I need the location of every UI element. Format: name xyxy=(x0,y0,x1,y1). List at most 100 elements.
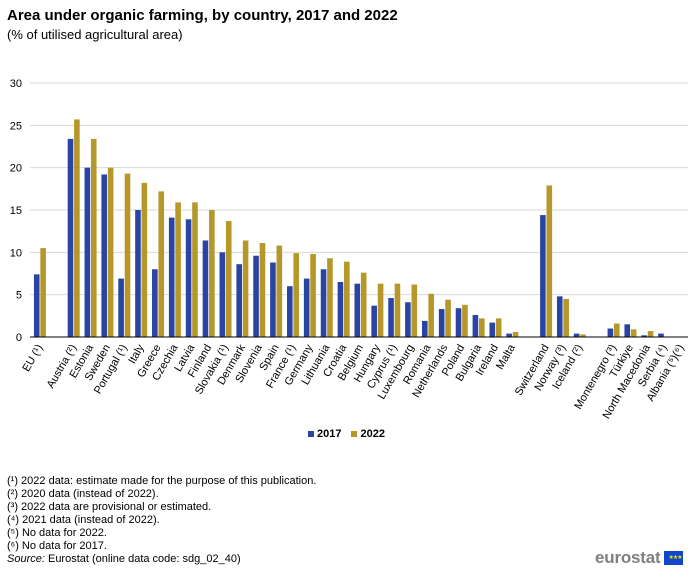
legend-label-2022: 2022 xyxy=(360,428,385,440)
bar-2022 xyxy=(546,185,553,337)
bar-2022 xyxy=(327,258,333,337)
bar-2022 xyxy=(344,261,350,337)
y-tick-label: 15 xyxy=(10,205,22,217)
bar-2017 xyxy=(607,328,614,337)
bar-2017 xyxy=(67,138,74,337)
bar-2017 xyxy=(556,296,563,337)
bar-2017 xyxy=(371,305,377,337)
source-note: Source: Eurostat (online data code: sdg_… xyxy=(7,553,316,566)
bar-2022 xyxy=(479,318,485,337)
bar-2017 xyxy=(438,309,445,337)
bar-2017 xyxy=(320,269,327,337)
bar-2017 xyxy=(185,219,192,337)
bar-2017 xyxy=(33,274,40,337)
y-tick-label: 10 xyxy=(10,247,22,259)
bar-2022 xyxy=(225,221,232,337)
bar-2022 xyxy=(293,253,300,337)
bar-2017 xyxy=(337,281,344,337)
bar-2017 xyxy=(202,240,209,337)
bar-2022 xyxy=(124,173,131,337)
chart-legend: 2017 2022 xyxy=(308,428,385,440)
bar-2017 xyxy=(287,286,293,337)
source-text: Eurostat (online data code: sdg_02_40) xyxy=(44,553,241,565)
footnotes: (¹) 2022 data: estimate made for the pur… xyxy=(7,475,316,566)
footnote: (⁵) No data for 2022. xyxy=(7,527,107,539)
bar-2022 xyxy=(209,210,215,337)
legend-swatch-2017 xyxy=(308,431,314,437)
flag-stars: ★★★ xyxy=(668,555,682,561)
bar-2022 xyxy=(512,331,519,337)
bar-2017 xyxy=(540,215,546,337)
bar-2022 xyxy=(411,284,418,337)
bar-2022 xyxy=(276,245,283,337)
bar-2017 xyxy=(455,308,462,337)
bar-2017 xyxy=(118,278,124,337)
bar-2017 xyxy=(168,217,175,337)
footnote: (²) 2020 data (instead of 2022). xyxy=(7,488,159,500)
x-tick-label: EU (¹) xyxy=(20,343,45,374)
bar-2017 xyxy=(152,269,158,337)
eu-flag-icon: ★★★ xyxy=(664,551,684,565)
bar-2017 xyxy=(658,333,664,337)
y-tick-label: 5 xyxy=(16,290,22,302)
y-tick-label: 25 xyxy=(10,120,22,132)
bar-2017 xyxy=(641,335,647,337)
bar-2017 xyxy=(472,314,479,337)
bar-2017 xyxy=(219,252,226,337)
bar-2022 xyxy=(445,299,451,337)
bar-2017 xyxy=(421,320,428,337)
bar-2022 xyxy=(90,138,97,337)
bar-2017 xyxy=(270,262,276,337)
legend-swatch-2022 xyxy=(351,431,358,437)
bar-2022 xyxy=(40,248,46,337)
legend-item-2022: 2022 xyxy=(351,428,385,440)
y-tick-label: 0 xyxy=(16,332,22,344)
bar-2022 xyxy=(563,298,569,337)
footnote: (³) 2022 data are provisional or estimat… xyxy=(7,501,212,513)
y-tick-label: 30 xyxy=(10,78,22,90)
bar-2022 xyxy=(394,283,401,337)
bar-2022 xyxy=(647,331,654,337)
footnote: (⁶) No data for 2017. xyxy=(7,540,107,552)
bar-2022 xyxy=(74,119,80,337)
bar-2017 xyxy=(354,283,361,337)
bar-2017 xyxy=(489,322,496,337)
bar-2022 xyxy=(158,191,165,337)
legend-item-2017: 2017 xyxy=(308,428,341,440)
bar-2017 xyxy=(624,324,631,337)
bar-2022 xyxy=(495,318,502,337)
chart-subtitle: (% of utilised agricultural area) xyxy=(7,27,183,42)
bar-2017 xyxy=(303,278,310,337)
bar-2022 xyxy=(310,254,316,337)
footnote: (¹) 2022 data: estimate made for the pur… xyxy=(7,475,317,487)
x-tick-label: Malta xyxy=(494,342,518,372)
bar-2017 xyxy=(573,333,580,337)
bar-2022 xyxy=(360,272,367,337)
chart-title: Area under organic farming, by country, … xyxy=(7,7,398,24)
footnote: (⁴) 2021 data (instead of 2022). xyxy=(7,514,160,526)
bar-2022 xyxy=(242,240,249,337)
bar-2017 xyxy=(506,333,512,337)
source-label: Source: xyxy=(7,553,45,565)
bar-2022 xyxy=(613,323,620,337)
eurostat-logo: eurostat ★★★ xyxy=(595,548,684,568)
bar-2017 xyxy=(388,298,394,337)
bar-2017 xyxy=(253,255,259,337)
bar-2017 xyxy=(405,302,411,337)
y-tick-label: 20 xyxy=(10,163,22,175)
bar-2022 xyxy=(175,202,181,337)
bar-2017 xyxy=(236,264,242,337)
bar-2022 xyxy=(141,182,148,337)
bar-2022 xyxy=(428,293,434,337)
bar-2022 xyxy=(192,202,198,337)
bar-2022 xyxy=(580,334,586,337)
bar-2022 xyxy=(630,329,637,337)
legend-label-2017: 2017 xyxy=(317,428,342,440)
bar-2017 xyxy=(101,174,108,337)
bar-2022 xyxy=(107,167,114,337)
bar-2022 xyxy=(462,304,468,337)
brand-name: eurostat xyxy=(595,548,661,567)
bar-2022 xyxy=(377,283,384,337)
bar-2022 xyxy=(259,243,266,337)
